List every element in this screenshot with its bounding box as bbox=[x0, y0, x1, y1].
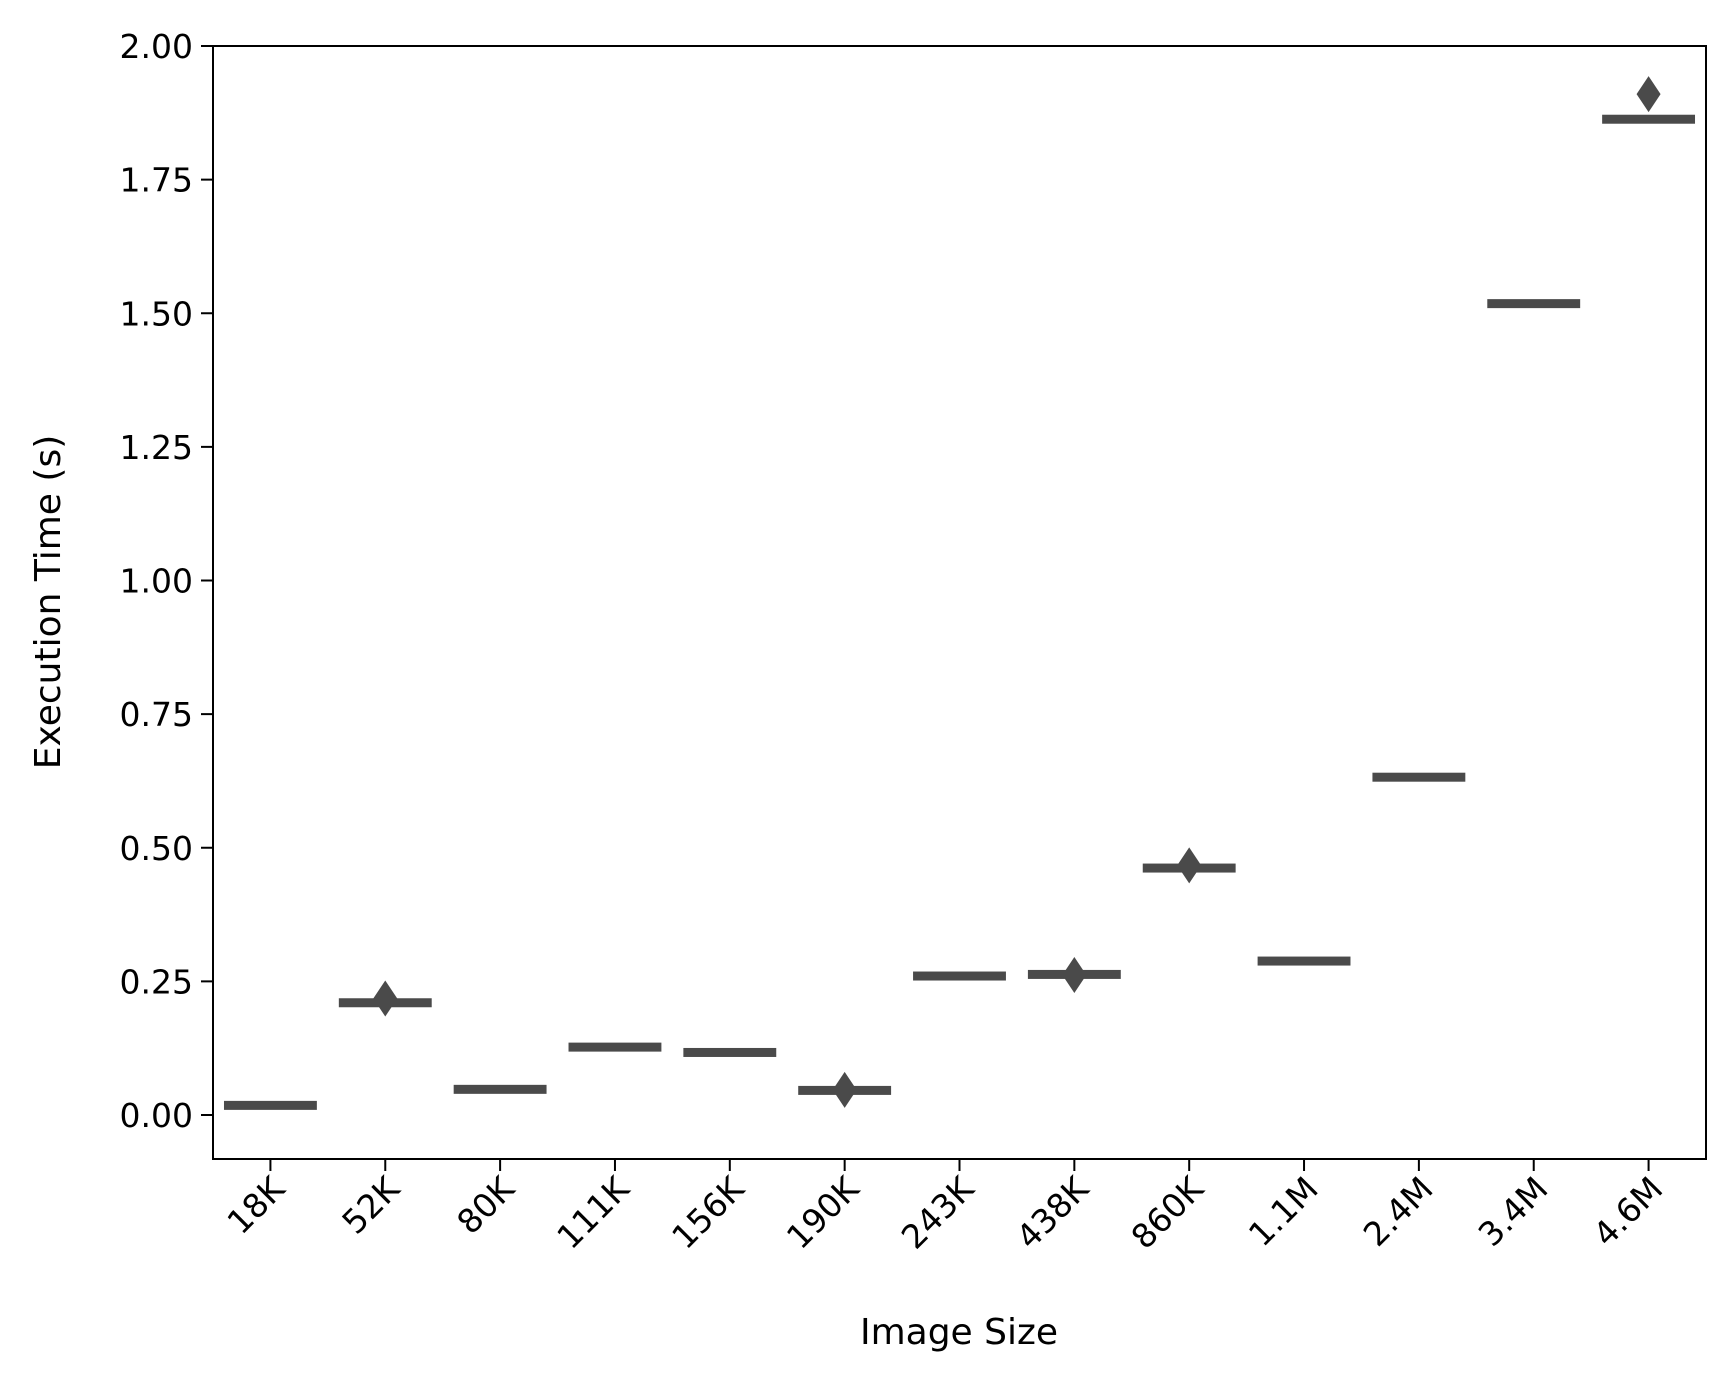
x-tick-label: 80K bbox=[449, 1168, 523, 1242]
x-tick-label: 438K bbox=[1009, 1168, 1097, 1256]
box-80K bbox=[453, 1084, 547, 1094]
y-axis: 0.00 0.25 0.50 0.75 1.00 1.25 1.50 1.75 2.00 bbox=[120, 27, 213, 1135]
y-axis-label: Execution Time (s) bbox=[28, 435, 69, 770]
x-tick-label: 111K bbox=[549, 1168, 637, 1256]
x-tick-label: 52K bbox=[334, 1168, 408, 1242]
y-tick-label: 1.25 bbox=[120, 428, 193, 467]
box-4.6M bbox=[1602, 114, 1696, 124]
box-156K bbox=[683, 1047, 777, 1057]
outlier-point bbox=[1062, 956, 1087, 993]
x-tick-label: 3.4M bbox=[1471, 1169, 1556, 1254]
y-tick-label: 0.25 bbox=[120, 962, 193, 1001]
box-3.4M bbox=[1487, 299, 1581, 309]
y-tick-label: 2.00 bbox=[120, 27, 193, 66]
y-tick-label: 1.75 bbox=[120, 161, 193, 200]
x-tick-label: 243K bbox=[894, 1168, 982, 1256]
x-tick-label: 190K bbox=[779, 1168, 867, 1256]
y-tick-label: 0.00 bbox=[120, 1096, 193, 1135]
y-tick-label: 1.00 bbox=[120, 562, 193, 601]
x-tick-label: 156K bbox=[664, 1168, 752, 1256]
x-tick-label: 860K bbox=[1123, 1168, 1211, 1256]
plot-frame bbox=[212, 45, 1707, 1160]
plot-marks bbox=[223, 76, 1696, 1110]
x-tick-label: 4.6M bbox=[1585, 1169, 1670, 1254]
outlier-point bbox=[1636, 76, 1661, 113]
box-111K bbox=[568, 1042, 662, 1052]
box-243K bbox=[913, 971, 1006, 981]
x-axis-label: Image Size bbox=[860, 1312, 1058, 1353]
box-18K bbox=[223, 1100, 317, 1110]
x-tick-label: 2.4M bbox=[1356, 1169, 1441, 1254]
y-tick-label: 1.50 bbox=[120, 294, 193, 333]
x-tick-label: 1.1M bbox=[1241, 1169, 1326, 1254]
box-1.1M bbox=[1257, 956, 1351, 966]
outlier-point bbox=[1177, 847, 1202, 884]
y-tick-label: 0.50 bbox=[120, 829, 193, 868]
x-tick-label: 18K bbox=[220, 1168, 294, 1242]
outlier-point bbox=[832, 1071, 857, 1108]
box-2.4M bbox=[1372, 772, 1466, 782]
y-tick-label: 0.75 bbox=[120, 695, 193, 734]
x-axis: 18K 52K 80K 111K 156K 190K 243K 438K 860K 1.1M 2.4… bbox=[220, 1159, 1670, 1257]
outlier-point bbox=[373, 980, 398, 1017]
